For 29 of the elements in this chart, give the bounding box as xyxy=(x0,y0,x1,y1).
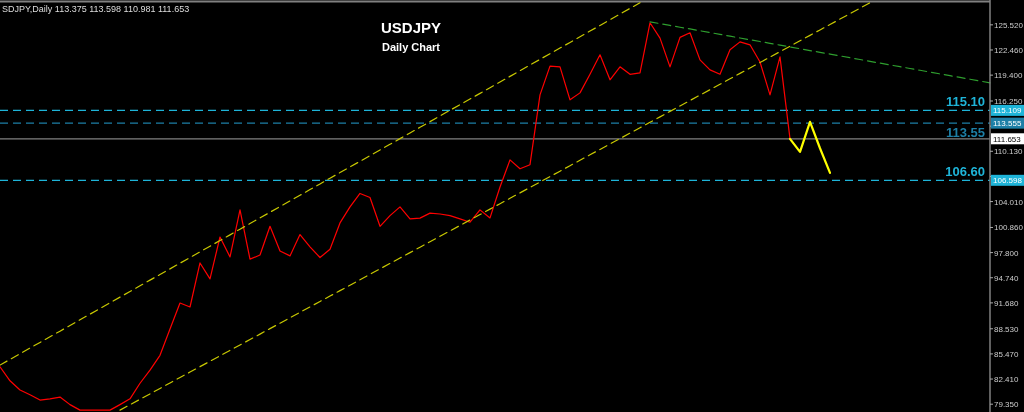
y-tick-label: 125.520 xyxy=(994,20,1024,30)
text: USDJPY xyxy=(380,19,442,36)
line-series xyxy=(788,120,832,174)
line-series xyxy=(0,22,791,411)
y-tick-label: 85.470 xyxy=(994,349,1020,359)
y-tick-label: 110.130 xyxy=(994,147,1023,157)
ref-line-label: 113.555 xyxy=(993,119,1022,129)
line-series xyxy=(0,2,641,366)
y-tick-label: 100.860 xyxy=(994,223,1024,233)
annotation: 106.60 xyxy=(945,164,985,180)
line-series xyxy=(649,21,991,84)
y-tick-label: 104.010 xyxy=(994,197,1024,207)
y-tick-label: 82.410 xyxy=(994,375,1020,385)
y-tick-label: 116.250 xyxy=(994,97,1023,107)
y-tick-label: 88.530 xyxy=(994,324,1020,334)
line-series xyxy=(119,2,871,411)
text: Daily Chart xyxy=(381,41,441,53)
y-tick-label: 97.800 xyxy=(994,248,1020,258)
y-tick-label: 91.680 xyxy=(994,298,1020,308)
ref-line-label: 115.109 xyxy=(993,106,1022,116)
ref-line-label: 111.653 xyxy=(993,134,1022,144)
y-tick-label: 122.460 xyxy=(994,45,1024,55)
annotation: 115.10 xyxy=(945,94,985,110)
y-tick-label: 119.400 xyxy=(994,71,1023,81)
ref-line-label: 106.598 xyxy=(993,176,1023,186)
annotation: SDJPY,Daily 113.375 113.598 110.981 111.653 xyxy=(2,4,190,14)
annotation: 113.55 xyxy=(945,125,985,141)
y-tick-label: 94.740 xyxy=(994,273,1020,283)
y-tick-label: 79.350 xyxy=(994,400,1020,410)
